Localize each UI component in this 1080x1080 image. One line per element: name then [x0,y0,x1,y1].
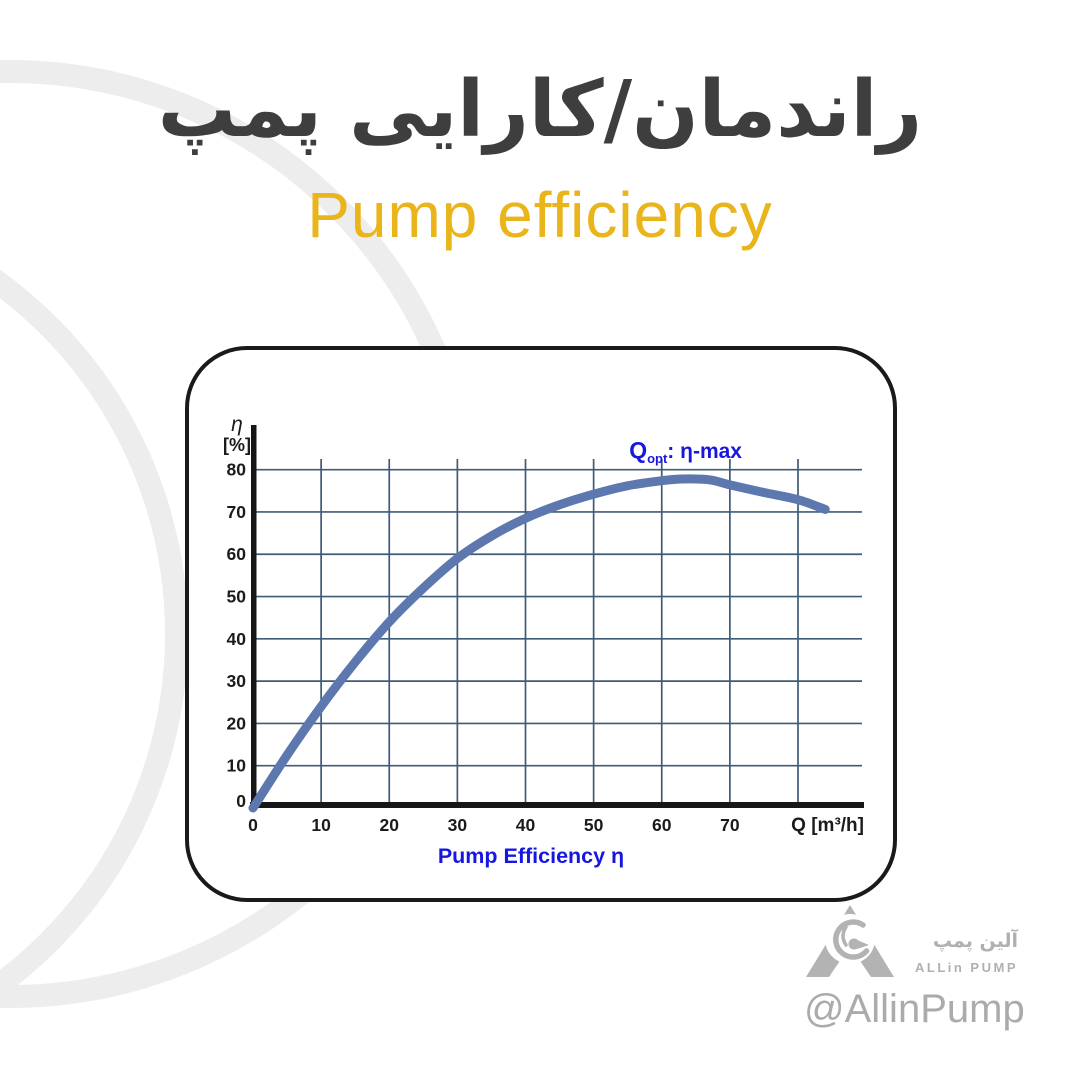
y-axis-title-symbol: η [231,413,243,436]
y-axis-line [251,425,257,808]
x-tick-label: 70 [720,815,740,835]
chart-card [185,346,897,902]
y-tick-label: 80 [227,460,247,480]
y-tick-label: 20 [227,713,247,733]
x-axis-line [250,802,864,808]
page-subtitle-english: Pump efficiency [307,179,773,251]
brand-name-english: ALLin PUMP [915,960,1018,975]
optimum-point-annotation: Qopt: η-max [629,437,742,466]
x-tick-label: 20 [380,815,400,835]
y-tick-label: 70 [227,502,247,522]
efficiency-curve [248,474,830,813]
y-tick-label: 10 [227,756,247,776]
y-tick-label: 50 [227,587,247,607]
x-tick-label: 0 [248,815,258,835]
falcon-bird-icon [833,919,870,960]
page-title-farsi: راندمان/کارایی پمپ [157,65,923,155]
x-tick-label: 40 [516,815,536,835]
y-tick-label: 0 [236,791,246,811]
y-tick-label: 30 [227,671,247,691]
y-tick-label: 40 [227,629,247,649]
brand-name-farsi: آلین پمپ [932,930,1018,952]
x-tick-label: 30 [448,815,468,835]
x-tick-label: 10 [311,815,331,835]
allinpump-logo-icon [806,905,894,977]
x-tick-label: 60 [652,815,672,835]
x-tick-label: 50 [584,815,604,835]
chart-caption: Pump Efficiency η [438,844,624,868]
y-tick-label: 60 [227,544,247,564]
social-handle: @AllinPump [804,987,1025,1031]
x-axis-unit-label: Q [m³/h] [791,815,864,836]
y-axis-title-unit: [%] [223,435,251,455]
